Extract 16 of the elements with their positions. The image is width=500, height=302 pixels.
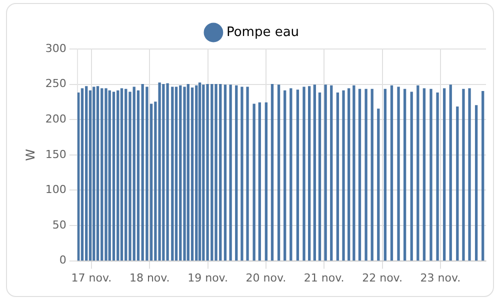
- y-tick-label: 100: [45, 183, 66, 196]
- x-tick-label: 18 nov.: [129, 271, 170, 284]
- x-tick-label: 17 nov.: [71, 271, 112, 284]
- y-axis-title: W: [23, 148, 38, 161]
- legend-label: Pompe eau: [226, 24, 300, 40]
- y-tick-label: 50: [52, 218, 66, 232]
- x-tick-label: 23 nov.: [420, 271, 461, 284]
- x-tick-label: 20 nov.: [246, 271, 286, 284]
- x-tick-label: 21 nov.: [304, 271, 344, 284]
- y-tick-label: 300: [45, 42, 66, 55]
- y-tick-label: 0: [59, 254, 66, 267]
- y-tick-label: 200: [45, 112, 66, 126]
- y-tick-label: 250: [45, 77, 66, 90]
- x-tick-label: 22 nov.: [362, 271, 402, 284]
- x-tick-label: 19 nov.: [188, 271, 228, 284]
- y-tick-label: 150: [45, 148, 66, 161]
